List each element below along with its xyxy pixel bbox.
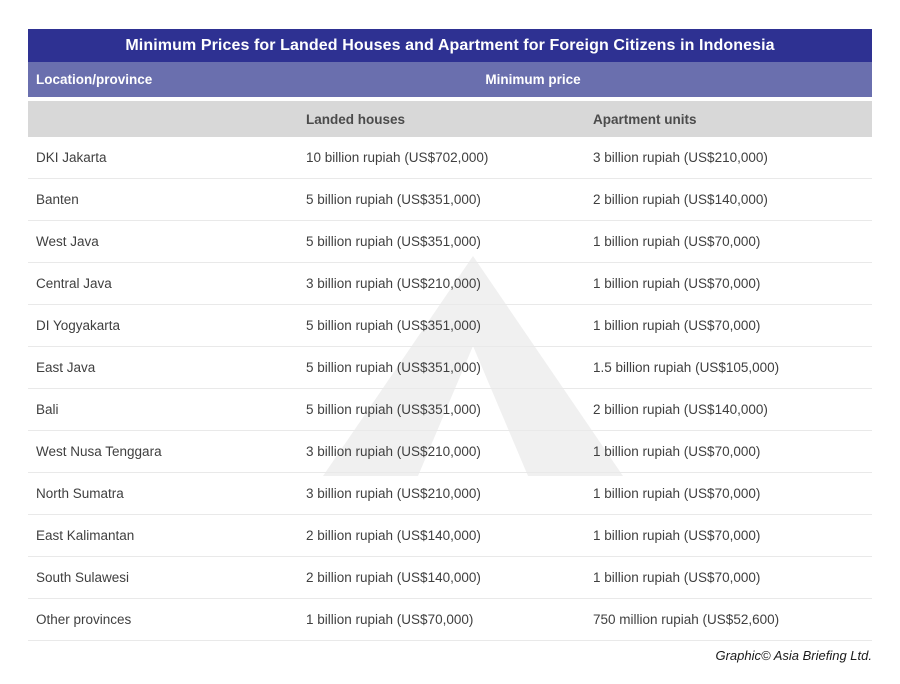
table-row: Other provinces 1 billion rupiah (US$70,… [28, 599, 872, 641]
row-apartment-price: 1 billion rupiah (US$70,000) [593, 234, 761, 249]
row-location: North Sumatra [36, 486, 124, 501]
row-location: East Kalimantan [36, 528, 135, 543]
table-row: DKI Jakarta 10 billion rupiah (US$702,00… [28, 137, 872, 179]
row-landed-house-price: 3 billion rupiah (US$210,000) [306, 444, 481, 459]
table-row: North Sumatra 3 billion rupiah (US$210,0… [28, 473, 872, 515]
table-row: East Java 5 billion rupiah (US$351,000) … [28, 347, 872, 389]
row-location: DKI Jakarta [36, 150, 107, 165]
table-row: DI Yogyakarta 5 billion rupiah (US$351,0… [28, 305, 872, 347]
row-landed-house-price: 3 billion rupiah (US$210,000) [306, 276, 481, 291]
column-header-bar: Landed houses Apartment units [28, 101, 872, 137]
row-apartment-price: 1 billion rupiah (US$70,000) [593, 570, 761, 585]
row-landed-house-price: 10 billion rupiah (US$702,000) [306, 150, 489, 165]
table-row: West Nusa Tenggara 3 billion rupiah (US$… [28, 431, 872, 473]
asia-briefing-up-arrow-icon [323, 256, 623, 476]
row-landed-house-price: 5 billion rupiah (US$351,000) [306, 318, 481, 333]
graphic-credit: Graphic© Asia Briefing Ltd. [715, 648, 872, 663]
row-apartment-price: 750 million rupiah (US$52,600) [593, 612, 780, 627]
row-apartment-price: 3 billion rupiah (US$210,000) [593, 150, 768, 165]
table-row: East Kalimantan 2 billion rupiah (US$140… [28, 515, 872, 557]
table-row: Central Java 3 billion rupiah (US$210,00… [28, 263, 872, 305]
table-row: Bali 5 billion rupiah (US$351,000) 2 bil… [28, 389, 872, 431]
row-apartment-price: 1 billion rupiah (US$70,000) [593, 444, 761, 459]
row-landed-house-price: 5 billion rupiah (US$351,000) [306, 192, 481, 207]
row-apartment-price: 1.5 billion rupiah (US$105,000) [593, 360, 780, 375]
row-landed-house-price: 2 billion rupiah (US$140,000) [306, 528, 481, 543]
table-title-bar: Minimum Prices for Landed Houses and Apa… [28, 29, 872, 62]
row-location: West Java [36, 234, 99, 249]
arrow-notch [418, 346, 528, 476]
row-apartment-price: 1 billion rupiah (US$70,000) [593, 318, 761, 333]
row-landed-house-price: 5 billion rupiah (US$351,000) [306, 234, 481, 249]
row-apartment-price: 1 billion rupiah (US$70,000) [593, 528, 761, 543]
row-location: South Sulawesi [36, 570, 130, 585]
row-landed-house-price: 2 billion rupiah (US$140,000) [306, 570, 481, 585]
row-apartment-price: 2 billion rupiah (US$140,000) [593, 192, 768, 207]
row-location: East Java [36, 360, 96, 375]
row-location: West Nusa Tenggara [36, 444, 162, 459]
row-location: Banten [36, 192, 79, 207]
location-province-header: Location/province [36, 72, 153, 87]
minimum-price-group-header: Minimum price [485, 72, 581, 87]
row-location: Central Java [36, 276, 112, 291]
row-apartment-price: 1 billion rupiah (US$70,000) [593, 486, 761, 501]
table-subheader-bar: Location/province Minimum price [28, 62, 872, 97]
row-landed-house-price: 5 billion rupiah (US$351,000) [306, 402, 481, 417]
table-row: Banten 5 billion rupiah (US$351,000) 2 b… [28, 179, 872, 221]
row-landed-house-price: 5 billion rupiah (US$351,000) [306, 360, 481, 375]
row-landed-house-price: 1 billion rupiah (US$70,000) [306, 612, 474, 627]
row-location: Bali [36, 402, 59, 417]
row-location: DI Yogyakarta [36, 318, 121, 333]
row-apartment-price: 2 billion rupiah (US$140,000) [593, 402, 768, 417]
row-apartment-price: 1 billion rupiah (US$70,000) [593, 276, 761, 291]
price-table-card: Minimum Prices for Landed Houses and Apa… [28, 29, 872, 641]
table-row: West Java 5 billion rupiah (US$351,000) … [28, 221, 872, 263]
row-location: Other provinces [36, 612, 132, 627]
landed-houses-column-header: Landed houses [306, 111, 406, 127]
row-landed-house-price: 3 billion rupiah (US$210,000) [306, 486, 481, 501]
header-gap-divider [28, 97, 872, 101]
apartment-units-column-header: Apartment units [593, 111, 697, 127]
table-row: South Sulawesi 2 billion rupiah (US$140,… [28, 557, 872, 599]
table-body: DKI Jakarta 10 billion rupiah (US$702,00… [28, 137, 872, 641]
table-title: Minimum Prices for Landed Houses and Apa… [125, 36, 775, 54]
